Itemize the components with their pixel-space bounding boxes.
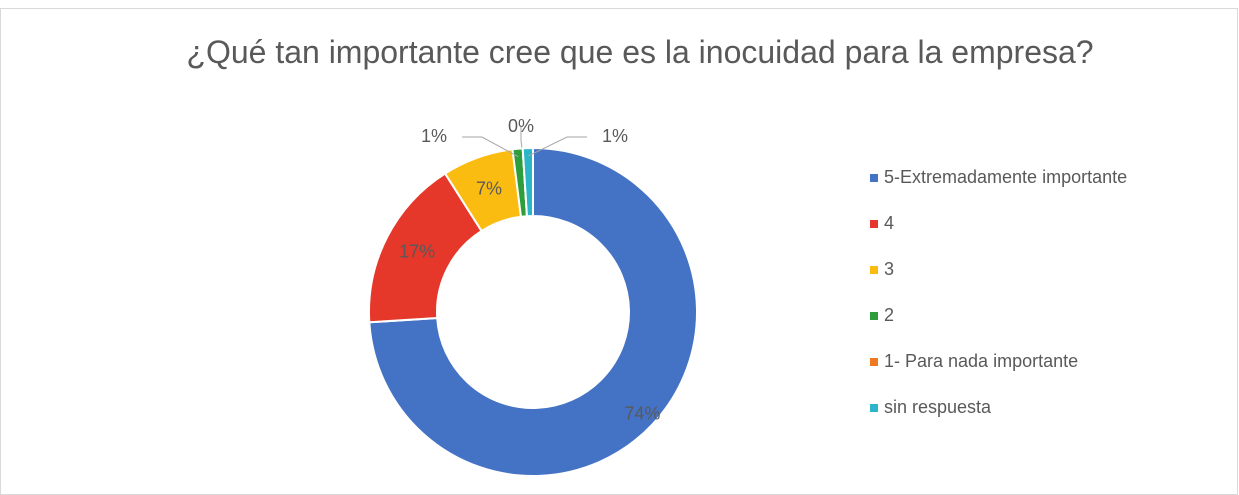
legend-label: 4	[884, 213, 894, 233]
legend-label: 1- Para nada importante	[884, 351, 1078, 371]
legend-marker	[870, 220, 878, 228]
legend-marker	[870, 266, 878, 274]
legend-label: 3	[884, 259, 894, 279]
leader-line	[527, 136, 587, 157]
donut-slice	[368, 146, 698, 477]
donut-slice	[521, 146, 534, 218]
data-label: 7%	[476, 178, 502, 198]
legend-label: 5-Extremadamente importante	[884, 167, 1127, 187]
data-label: 17%	[399, 242, 435, 262]
data-label: 74%	[624, 403, 660, 423]
chart-title: ¿Qué tan importante cree que es la inocu…	[186, 34, 1094, 70]
data-label: 0%	[508, 116, 534, 136]
legend-marker	[870, 174, 878, 182]
legend-label: 2	[884, 305, 894, 325]
leader-line	[462, 136, 519, 158]
legend-label: sin respuesta	[884, 397, 992, 417]
data-label: 1%	[421, 126, 447, 146]
legend-marker	[870, 312, 878, 320]
legend-marker	[870, 404, 878, 412]
data-label: 1%	[602, 126, 628, 146]
legend-marker	[870, 358, 878, 366]
